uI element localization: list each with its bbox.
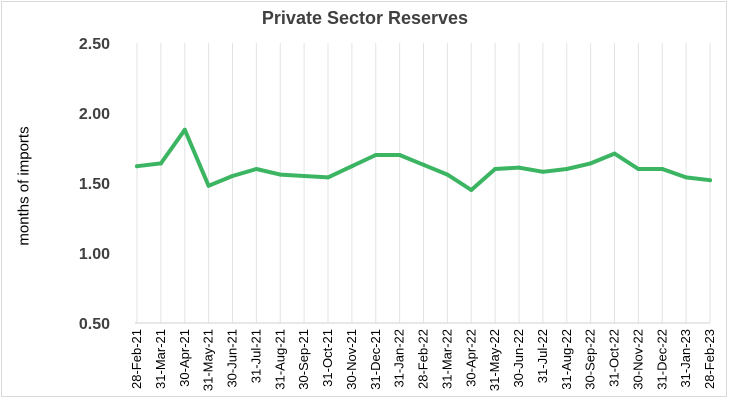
data-point — [588, 161, 593, 166]
x-tick-label: 28-Feb-21 — [129, 329, 144, 389]
data-point — [373, 153, 378, 157]
data-point — [708, 178, 712, 183]
y-tick-label: 2.00 — [79, 106, 110, 123]
chart-title: Private Sector Reserves — [261, 8, 469, 28]
data-point — [206, 183, 211, 188]
y-tick-label: 1.00 — [79, 246, 110, 263]
x-tick-label: 30-Sep-22 — [583, 329, 598, 390]
data-point — [302, 174, 307, 178]
x-tick-label: 30-Apr-22 — [463, 329, 478, 387]
x-tick-label: 28-Feb-23 — [702, 329, 717, 389]
data-point — [158, 161, 163, 166]
y-tick-labels: 0.50 1.00 1.50 2.00 2.50 — [79, 36, 110, 333]
x-tick-label: 31-Aug-22 — [559, 329, 574, 390]
x-tick-label: 28-Feb-22 — [416, 329, 431, 389]
y-tick-label: 0.50 — [79, 316, 110, 333]
x-tick-label: 31-May-22 — [487, 329, 502, 391]
x-tick-label: 31-Aug-21 — [272, 329, 287, 390]
data-point — [493, 167, 498, 171]
gridlines — [135, 43, 711, 324]
x-tick-label: 31-Dec-21 — [368, 329, 383, 390]
data-point — [421, 162, 426, 167]
x-tick-label: 31-Oct-22 — [607, 329, 622, 387]
data-point — [684, 175, 689, 180]
x-tick-labels: 28-Feb-21 31-Mar-21 30-Apr-21 31-May-21 30-J… — [129, 329, 717, 391]
data-point — [326, 175, 330, 180]
data-point — [540, 169, 545, 174]
x-tick-label: 30-Nov-21 — [344, 329, 359, 390]
data-point — [612, 151, 617, 156]
y-tick-label: 2.50 — [79, 36, 110, 53]
x-tick-label: 31-Dec-22 — [654, 329, 669, 390]
x-tick-label: 30-Jun-21 — [225, 329, 240, 388]
x-tick-label: 31-Jan-23 — [678, 329, 693, 388]
data-point — [636, 167, 641, 171]
data-point — [182, 127, 187, 132]
data-point — [517, 165, 521, 170]
data-point — [278, 172, 283, 177]
data-point — [660, 167, 665, 171]
data-point — [254, 167, 259, 171]
x-tick-label: 31-Jul-22 — [535, 329, 550, 383]
x-tick-label: 31-May-21 — [201, 329, 216, 391]
data-point — [445, 172, 450, 177]
data-point — [564, 167, 569, 171]
x-tick-label: 31-Jan-22 — [392, 329, 407, 388]
x-tick-label: 30-Jun-22 — [511, 329, 526, 388]
data-point — [349, 164, 354, 169]
x-tick-label: 31-Jul-21 — [248, 329, 263, 383]
x-tick-label: 30-Nov-22 — [630, 329, 645, 390]
data-point — [135, 164, 139, 169]
series-layer — [135, 127, 712, 192]
y-tick-label: 1.50 — [79, 176, 110, 193]
data-point — [230, 174, 235, 178]
data-point — [397, 153, 402, 157]
x-tick-label: 31-Oct-21 — [320, 329, 335, 387]
x-tick-label: 31-Mar-21 — [153, 329, 168, 389]
data-point — [469, 188, 474, 192]
x-tick-label: 30-Apr-21 — [177, 329, 192, 387]
x-tick-label: 30-Sep-21 — [296, 329, 311, 390]
x-tick-label: 31-Mar-22 — [439, 329, 454, 389]
